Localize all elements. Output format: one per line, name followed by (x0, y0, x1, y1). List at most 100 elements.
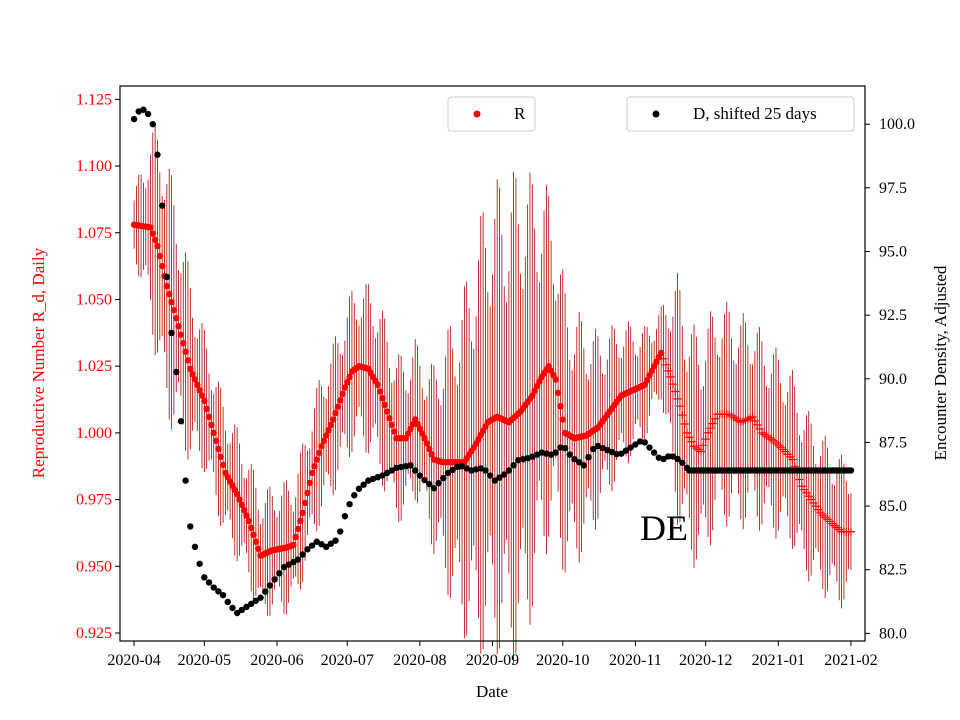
r-point-forecast (795, 475, 804, 484)
r-point (381, 401, 388, 409)
r-point-forecast (755, 424, 764, 433)
d-point (243, 603, 250, 611)
y-left-tick-label: 1.125 (76, 91, 112, 108)
r-point (180, 340, 187, 347)
d-point (435, 479, 442, 487)
d-point (561, 444, 569, 452)
legend-r: R (447, 96, 536, 132)
d-series (130, 106, 855, 617)
d-point (679, 459, 686, 466)
d-point (168, 329, 175, 337)
r-point (243, 512, 250, 519)
y-right-tick-label: 82.5 (879, 562, 907, 579)
r-point (173, 314, 180, 322)
r-point (255, 545, 262, 552)
r-point (325, 427, 332, 434)
d-point (130, 115, 138, 123)
d-point (575, 459, 583, 466)
r-point (313, 456, 320, 463)
r-point-forecast (661, 360, 670, 369)
r-point (423, 440, 431, 447)
r-point (308, 469, 316, 477)
r-point (339, 390, 346, 398)
d-point (191, 543, 199, 551)
r-point (294, 525, 302, 533)
r-point (304, 489, 311, 497)
d-point (322, 543, 330, 551)
d-point (622, 447, 630, 454)
d-point (505, 467, 513, 474)
r-point (379, 394, 386, 402)
d-point (294, 556, 302, 563)
r-point-forecast (680, 419, 689, 428)
r-point-forecast (846, 527, 855, 536)
r-point (386, 414, 393, 422)
d-point (426, 480, 433, 488)
d-point (219, 591, 227, 599)
r-point (177, 331, 185, 338)
r-point (426, 445, 433, 453)
d-point (224, 598, 231, 606)
y-right-tick-label: 95.0 (879, 243, 907, 260)
d-point (360, 481, 367, 488)
y-right-tick-label: 100.0 (879, 116, 915, 133)
r-point (205, 413, 213, 421)
r-point (322, 432, 330, 439)
r-point (329, 416, 337, 423)
x-axis-label: Date (476, 682, 508, 701)
legend-d-box (626, 96, 855, 132)
r-point-forecast (706, 424, 715, 433)
region-annotation: DE (640, 508, 688, 548)
d-point (327, 540, 335, 547)
legend-d-marker (652, 110, 660, 118)
d-point (613, 450, 620, 458)
x-tick-label: 2020-10 (536, 652, 589, 669)
r-point-forecast (673, 394, 682, 403)
r-point (318, 443, 325, 450)
d-point (177, 418, 185, 425)
r-point (182, 348, 189, 355)
r-point-forecast (701, 435, 710, 444)
d-point (308, 542, 316, 549)
r-point-forecast (750, 416, 759, 425)
r-point (292, 533, 299, 541)
d-point (158, 202, 166, 209)
r-point (341, 384, 349, 391)
r-point (559, 416, 566, 423)
r-point (344, 378, 351, 386)
d-point (140, 106, 147, 113)
d-point (674, 455, 681, 463)
d-point (210, 584, 217, 591)
x-tick-label: 2020-06 (250, 652, 303, 669)
r-point-forecast (704, 428, 713, 437)
y-left-tick-label: 0.950 (76, 558, 112, 575)
r-point (376, 388, 384, 395)
r-point (552, 376, 559, 383)
d-point (201, 574, 208, 581)
r-point-forecast (671, 387, 680, 396)
r-point (306, 479, 313, 487)
d-point (215, 588, 222, 595)
d-point (650, 449, 658, 456)
d-point (421, 476, 428, 484)
d-point (163, 273, 171, 281)
r-point (151, 236, 159, 244)
r-point (315, 449, 323, 457)
d-point (257, 594, 264, 601)
d-point (416, 472, 424, 479)
d-point (430, 485, 438, 492)
y-axis-left: 0.925 0.950 0.975 1.000 1.025 1.050 1.075 1.100… (76, 91, 120, 642)
d-point (313, 538, 320, 545)
d-point (252, 597, 260, 604)
d-point (449, 466, 456, 474)
r-point-forecast (666, 372, 675, 381)
d-point (580, 462, 588, 469)
r-point (346, 373, 353, 381)
r-point (149, 230, 156, 237)
d-point (440, 474, 447, 482)
r-error-bars (133, 124, 852, 664)
r-point (170, 306, 178, 314)
r-point (187, 365, 194, 373)
d-point (355, 485, 363, 492)
r-point (290, 541, 297, 549)
